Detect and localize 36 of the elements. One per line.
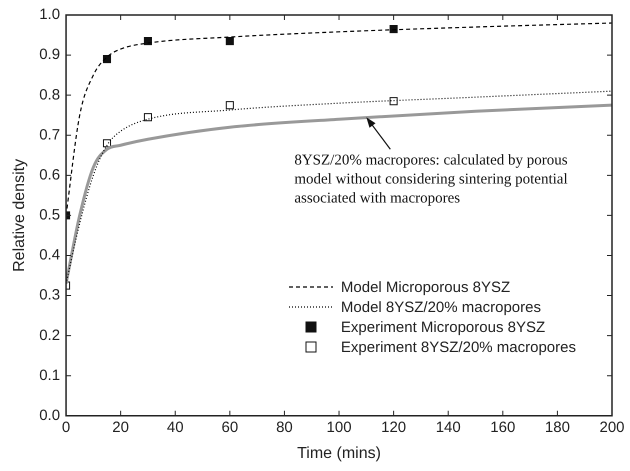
x-tick-label: 0: [62, 418, 70, 436]
point: [144, 37, 152, 46]
y-tick-label: 0.5: [39, 206, 60, 224]
y-axis-title: Relative density: [11, 158, 28, 272]
legend-label: Experiment 8YSZ/20% macropores: [340, 338, 576, 356]
legend-label: Model 8YSZ/20% macropores: [340, 298, 541, 316]
annotation: 8YSZ/20% macropores: calculated by porous model without considering sintering potential associated with macropores: [294, 152, 568, 207]
x-tick-label: 200: [599, 418, 625, 436]
y-tick-label: 0.2: [39, 326, 60, 344]
point: [144, 113, 152, 122]
y-tick-label: 0.7: [39, 126, 60, 144]
x-tick-label: 80: [276, 418, 293, 436]
y-tick-label: 0.1: [39, 366, 60, 384]
x-axis-title: Time (mins): [297, 444, 381, 462]
x-tick-label: 20: [112, 418, 129, 436]
x-tick-label: 120: [381, 418, 406, 436]
y-tick-label: 0.6: [39, 166, 60, 184]
x-tick-label: 140: [436, 418, 461, 436]
point: [390, 97, 398, 106]
x-tick-label: 160: [490, 418, 516, 436]
y-tick-label: 0.9: [39, 46, 60, 64]
point: [102, 55, 112, 64]
point: [226, 101, 234, 110]
legend-label: Experiment Microporous 8YSZ: [340, 318, 546, 336]
x-tick-label: 100: [326, 418, 352, 436]
y-tick-label: 0.4: [39, 246, 60, 264]
x-tick-label: 180: [544, 418, 570, 436]
y-tick-label: 0.3: [39, 286, 60, 304]
point: [102, 139, 112, 148]
legend-label: Model Microporous 8YSZ: [340, 278, 510, 296]
y-tick-label: 1.0: [39, 6, 60, 24]
y-tick-label: 0.8: [39, 86, 60, 104]
y-tick-label: 0.0: [39, 406, 60, 424]
x-tick-label: 40: [166, 418, 184, 436]
x-tick-label: 60: [221, 418, 238, 436]
point: [226, 37, 234, 46]
